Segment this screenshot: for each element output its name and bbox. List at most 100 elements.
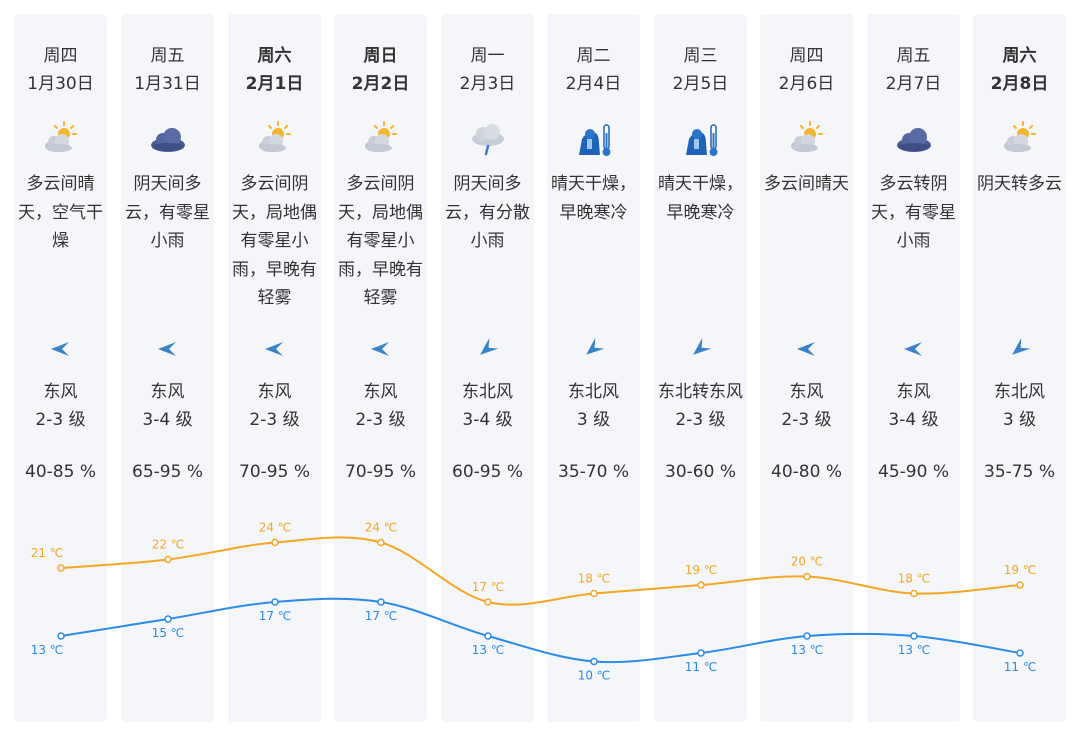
day-date: 2月8日 xyxy=(990,74,1049,94)
low-temp-label: 17 ℃ xyxy=(365,609,398,623)
low-temp-point xyxy=(803,632,811,640)
weather-description: 多云间阴天，局地偶有零星小雨，早晚有轻雾 xyxy=(232,174,317,308)
humidity: 60-95 % xyxy=(452,462,523,482)
high-temp-label: 19 ℃ xyxy=(1004,563,1037,577)
overcast-icon xyxy=(893,119,935,161)
weather-description: 阴天间多云，有零星小雨 xyxy=(125,174,210,251)
day-column: 周五 2月7日 多云转阴天，有零星小雨 东风 3-4 级 45-90 % xyxy=(867,14,960,722)
day-date: 2月5日 xyxy=(672,74,729,94)
wind-level: 2-3 级 xyxy=(675,410,726,430)
wind-direction: 东北风 xyxy=(462,382,513,402)
day-column: 周三 2月5日 晴天干燥，早晚寒冷 东北转东风 2-3 级 30-60 % xyxy=(654,14,747,722)
weather-description: 多云间晴天，空气干燥 xyxy=(18,174,103,251)
partly-cloudy-icon xyxy=(40,119,82,161)
humidity: 35-70 % xyxy=(558,462,629,482)
cold-thermometer-icon xyxy=(680,119,722,161)
wind-level: 2-3 级 xyxy=(249,410,300,430)
high-temp-point xyxy=(1016,581,1024,589)
high-temp-line xyxy=(60,536,1021,606)
humidity: 70-95 % xyxy=(239,462,310,482)
northeast-wind-arrow-icon xyxy=(475,337,499,361)
high-temp-label: 21 ℃ xyxy=(31,546,64,560)
humidity: 40-80 % xyxy=(771,462,842,482)
low-temp-point xyxy=(57,632,65,640)
low-temp-label: 11 ℃ xyxy=(685,660,718,674)
humidity: 40-85 % xyxy=(25,462,96,482)
day-date: 2月3日 xyxy=(459,74,516,94)
partly-cloudy-icon xyxy=(999,119,1041,161)
east-wind-arrow-icon xyxy=(48,337,72,361)
day-name: 周四 xyxy=(43,46,78,66)
high-temp-label: 20 ℃ xyxy=(791,555,824,569)
high-temp-point xyxy=(697,581,705,589)
low-temp-point xyxy=(271,598,279,606)
low-temp-label: 13 ℃ xyxy=(898,643,931,657)
day-name: 周六 xyxy=(1002,46,1037,66)
wind-level: 3 级 xyxy=(1002,410,1037,430)
high-temp-point xyxy=(910,589,918,598)
day-name: 周四 xyxy=(789,46,824,66)
wind-direction: 东北转东风 xyxy=(658,382,743,402)
wind-direction: 东风 xyxy=(363,382,398,402)
high-temp-label: 24 ℃ xyxy=(259,521,292,535)
weather-description: 阴天转多云 xyxy=(977,174,1062,194)
low-temp-point xyxy=(377,598,385,606)
east-wind-arrow-icon xyxy=(155,337,179,361)
low-temp-point xyxy=(164,615,172,623)
day-column: 周五 1月31日 阴天间多云，有零星小雨 东风 3-4 级 65-95 % xyxy=(121,14,214,722)
wind-level: 3-4 级 xyxy=(142,410,193,430)
low-temp-label: 11 ℃ xyxy=(1004,660,1037,674)
day-name: 周二 xyxy=(576,46,611,66)
high-temp-label: 17 ℃ xyxy=(472,580,505,594)
overcast-icon xyxy=(147,119,189,161)
northeast-wind-arrow-icon xyxy=(1007,337,1031,361)
northeast-wind-arrow-icon xyxy=(581,337,605,361)
wind-direction: 东北风 xyxy=(568,382,619,402)
high-temp-point xyxy=(271,538,279,547)
weather-description: 多云转阴天，有零星小雨 xyxy=(871,174,956,251)
low-temp-point xyxy=(484,632,492,640)
low-temp-label: 17 ℃ xyxy=(259,609,292,623)
wind-direction: 东风 xyxy=(789,382,824,402)
humidity: 70-95 % xyxy=(345,462,416,482)
day-column: 周二 2月4日 晴天干燥，早晚寒冷 东北风 3 级 35-70 % xyxy=(547,14,640,722)
day-column: 周日 2月2日 多云间阴天，局地偶有零星小雨，早晚有轻雾 东风 2-3 级 70-95 % xyxy=(334,14,427,722)
east-wind-arrow-icon xyxy=(368,337,392,361)
day-date: 2月1日 xyxy=(245,74,304,94)
high-temp-label: 24 ℃ xyxy=(365,521,398,535)
day-date: 2月7日 xyxy=(885,74,942,94)
low-temp-label: 13 ℃ xyxy=(791,643,824,657)
high-temp-label: 19 ℃ xyxy=(685,563,718,577)
east-wind-arrow-icon xyxy=(262,337,286,361)
weather-description: 阴天间多云，有分散小雨 xyxy=(445,174,530,251)
day-column: 周六 2月8日阴天转多云东北风 3 级 35-75 % xyxy=(973,14,1066,722)
low-temp-label: 10 ℃ xyxy=(578,669,611,683)
wind-level: 2-3 级 xyxy=(781,410,832,430)
east-wind-arrow-icon xyxy=(794,337,818,361)
wind-direction: 东风 xyxy=(896,382,931,402)
wind-level: 3-4 级 xyxy=(462,410,513,430)
low-temp-point xyxy=(910,632,918,640)
wind-direction: 东风 xyxy=(150,382,185,402)
low-temp-label: 13 ℃ xyxy=(31,643,64,657)
wind-direction: 东风 xyxy=(257,382,292,402)
wind-level: 2-3 级 xyxy=(355,410,406,430)
high-temp-label: 18 ℃ xyxy=(578,572,611,586)
high-temp-point xyxy=(484,598,492,606)
wind-direction: 东北风 xyxy=(994,382,1045,402)
wind-level: 3-4 级 xyxy=(888,410,939,430)
low-temp-point xyxy=(590,657,598,666)
humidity: 65-95 % xyxy=(132,462,203,482)
humidity: 45-90 % xyxy=(878,462,949,482)
humidity: 35-75 % xyxy=(984,462,1055,482)
high-temp-point xyxy=(590,589,598,598)
wind-level: 3 级 xyxy=(576,410,611,430)
day-date: 2月4日 xyxy=(565,74,622,94)
day-column: 周四 1月30日 多云间晴天，空气干燥 东风 2-3 级 40-85 % xyxy=(14,14,107,722)
low-temp-point xyxy=(1016,649,1024,657)
low-temp-line xyxy=(60,597,1021,664)
day-column: 周四 2月6日 多云间晴天 东风 2-3 级 40-80 % xyxy=(760,14,853,722)
day-date: 2月6日 xyxy=(778,74,835,94)
day-date: 1月30日 xyxy=(27,74,94,94)
